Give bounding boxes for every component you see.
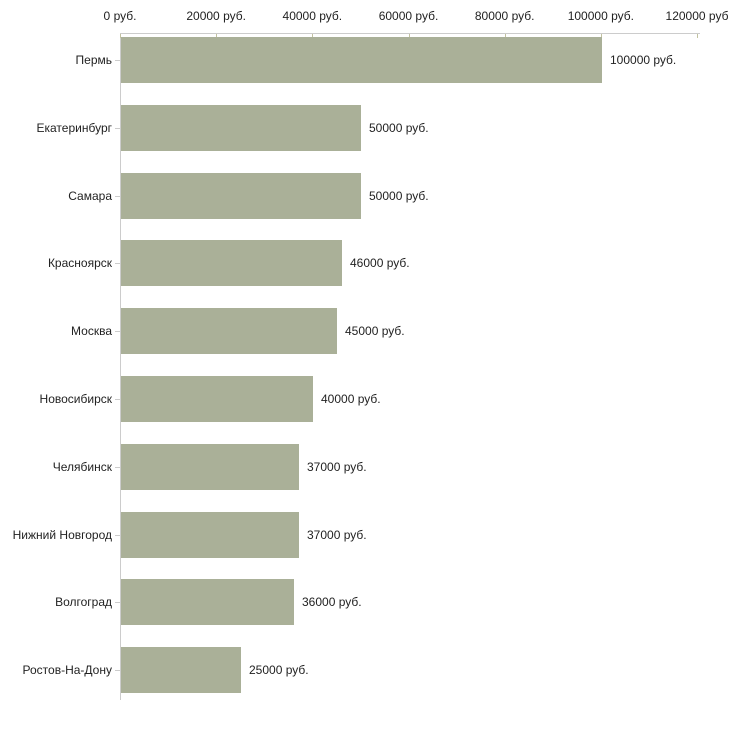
category-label: Пермь — [75, 53, 112, 67]
bar-value-label: 37000 руб. — [307, 459, 367, 474]
x-axis-tick — [312, 34, 314, 38]
y-axis-tick — [115, 670, 120, 672]
bar-value-label: 45000 руб. — [345, 324, 405, 339]
x-axis-tick-label: 40000 руб. — [282, 9, 343, 23]
bar — [121, 579, 294, 626]
bar — [121, 37, 602, 83]
category-label: Москва — [71, 324, 112, 339]
bar-value-label: 46000 руб. — [350, 256, 410, 271]
bar — [121, 104, 361, 151]
x-axis-tick-label: 60000 руб. — [378, 9, 439, 23]
bar — [121, 647, 241, 694]
bar-value-label: 37000 руб. — [307, 527, 367, 542]
category-label: Ростов-На-Дону — [22, 663, 112, 678]
y-axis-tick — [115, 331, 120, 333]
category-label: Челябинск — [52, 459, 112, 474]
category-label: Самара — [68, 188, 112, 203]
category-label: Красноярск — [47, 256, 112, 271]
x-axis-line — [120, 33, 700, 34]
y-axis-line — [120, 33, 121, 700]
category-label: Нижний Новгород — [12, 527, 112, 542]
category-label: Новосибирск — [39, 392, 112, 406]
y-axis-tick — [115, 466, 120, 468]
bar-value-label: 25000 руб. — [249, 663, 309, 678]
bar — [121, 376, 313, 422]
bar-value-label: 36000 руб. — [302, 595, 362, 610]
y-axis-tick — [115, 195, 120, 197]
y-axis-tick — [115, 263, 120, 265]
y-axis-tick — [115, 399, 120, 400]
x-axis-tick-label: 20000 руб. — [186, 9, 246, 23]
bar-value-label: 50000 руб. — [369, 188, 429, 203]
x-axis-tick — [216, 34, 218, 38]
y-axis-tick — [115, 127, 120, 129]
bar-value-label: 100000 руб. — [610, 53, 677, 67]
y-axis-tick — [115, 602, 120, 604]
x-axis-tick-label: 0 руб. — [103, 9, 137, 23]
y-axis-tick — [115, 60, 120, 61]
bar — [121, 511, 299, 558]
x-axis-tick-label: 120000 руб — [665, 9, 729, 23]
x-axis-tick-label: 80000 руб. — [474, 9, 535, 23]
bar — [121, 308, 337, 355]
y-axis-tick — [115, 534, 120, 536]
x-axis-tick — [600, 34, 602, 38]
x-axis-tick — [504, 34, 506, 38]
category-label: Екатеринбург — [36, 120, 113, 135]
bar-value-label: 50000 руб. — [369, 120, 429, 135]
x-axis-tick — [697, 34, 698, 38]
bar — [121, 240, 342, 287]
x-axis-tick-label: 100000 руб. — [567, 9, 634, 23]
category-label: Волгоград — [55, 595, 112, 610]
x-axis-tick — [120, 34, 121, 38]
bar-value-label: 40000 руб. — [321, 392, 381, 406]
bar — [121, 443, 299, 490]
x-axis-tick — [408, 34, 410, 38]
bar — [121, 172, 361, 219]
